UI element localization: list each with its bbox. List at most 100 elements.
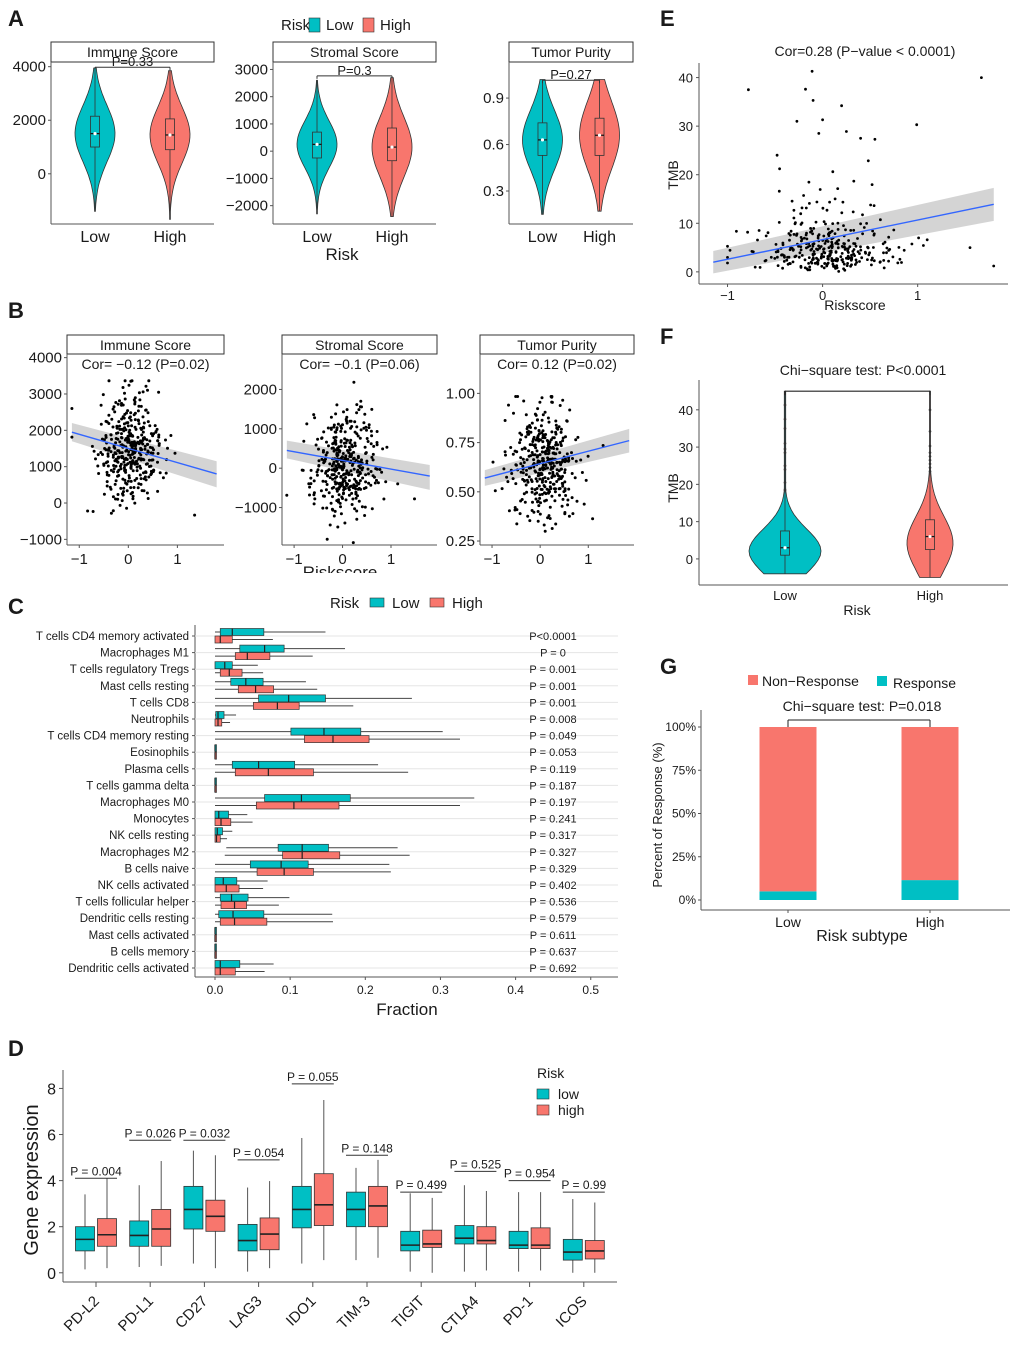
scatter-point: [800, 206, 804, 210]
x-tick-label: −1: [286, 551, 303, 568]
scatter-point: [842, 262, 846, 266]
scatter-point: [122, 466, 126, 470]
scatter-point: [135, 465, 139, 469]
box-low: [400, 1230, 421, 1252]
gene-group: PD-L1 P = 0.026: [115, 1126, 176, 1335]
x-tick-label: TIGIT: [389, 1293, 428, 1332]
correlation-annotation: Cor= −0.12 (P=0.02): [81, 356, 209, 372]
scatter-point: [573, 476, 577, 480]
scatter-point: [107, 413, 111, 417]
scatter-point: [872, 204, 876, 208]
scatter-point: [781, 253, 784, 257]
scatter-point: [146, 443, 150, 446]
scatter-point: [321, 506, 325, 510]
scatter-point: [356, 454, 360, 458]
confidence-band: [71, 423, 217, 488]
row-label: Macrophages M1: [100, 648, 189, 660]
x-tick-label: 0.3: [432, 983, 449, 997]
scatter-point: [324, 471, 328, 475]
scatter-point: [811, 244, 815, 248]
scatter-point: [322, 430, 326, 434]
x-axis-title: Risk: [325, 245, 359, 264]
scatter-point: [794, 254, 798, 258]
y-tick-label: 0: [686, 552, 693, 567]
scatter-point: [309, 482, 313, 486]
scatter-point: [844, 228, 847, 232]
scatter-point: [558, 451, 562, 455]
y-tick-label: 3000: [235, 61, 268, 78]
scatter-point: [325, 506, 329, 510]
scatter-point: [526, 514, 530, 518]
scatter-point: [146, 497, 150, 500]
facet-strip: [508, 41, 634, 63]
scatter-point: [845, 256, 848, 260]
scatter-point: [538, 477, 542, 481]
x-tick-label: High: [154, 229, 187, 246]
scatter-point: [560, 504, 564, 508]
x-axis-title: Risk subtype: [816, 928, 908, 945]
scatter-point: [564, 435, 567, 439]
scatter-point: [551, 482, 555, 486]
scatter-point: [123, 463, 127, 467]
scatter-point: [129, 379, 133, 383]
immune-cell-row: Macrophages M1 P = 0: [100, 644, 618, 660]
scatter-point: [527, 449, 531, 453]
scatter-point: [354, 492, 358, 495]
scatter-point: [332, 449, 336, 453]
bar-response-low: [759, 891, 817, 900]
scatter-point: [344, 472, 347, 476]
scatter-point: [831, 170, 835, 174]
scatter-point: [835, 264, 839, 267]
scatter-point: [540, 396, 544, 400]
y-tick-label: 4: [47, 1174, 56, 1191]
scatter-point: [103, 447, 107, 450]
y-tick-label: 0.9: [483, 90, 504, 107]
scatter-point: [529, 454, 533, 458]
scatter-point: [332, 441, 336, 445]
scatter-point: [335, 403, 339, 407]
panel-label-f: F: [660, 324, 673, 349]
y-tick-label: 10: [679, 216, 693, 231]
y-tick-label: 0.25: [446, 533, 475, 550]
scatter-point: [96, 464, 100, 468]
outlier-point: [928, 444, 932, 448]
row-pvalue: P = 0.241: [529, 814, 576, 826]
scatter-point: [116, 460, 120, 464]
scatter-point: [811, 99, 815, 102]
scatter-point: [536, 454, 540, 458]
scatter-point: [365, 428, 368, 432]
immune-cell-row: Dendritic cells activated P = 0.692: [68, 960, 618, 976]
scatter-point: [879, 218, 882, 222]
scatter-point: [326, 426, 330, 430]
scatter-point: [814, 220, 818, 224]
scatter-point: [823, 251, 827, 255]
scatter-point: [561, 484, 565, 488]
scatter-point: [550, 475, 554, 479]
x-tick-label: 0: [124, 551, 132, 568]
row-label: Eosinophils: [130, 747, 189, 759]
scatter-point: [344, 457, 348, 461]
scatter-point: [351, 445, 354, 449]
scatter-point: [125, 489, 129, 493]
scatter-point: [897, 246, 901, 249]
scatter-point: [859, 248, 863, 252]
scatter-point: [129, 418, 133, 422]
scatter-point: [531, 440, 535, 443]
y-tick-label: 1000: [29, 459, 62, 476]
row-label: Neutrophils: [131, 714, 189, 726]
scatter-point: [105, 473, 109, 477]
scatter-point: [900, 261, 903, 264]
facet-title: Immune Score: [87, 44, 178, 60]
scatter-point: [359, 487, 363, 491]
facet-strip: [272, 41, 437, 63]
scatter-point: [882, 259, 886, 262]
x-tick-label: TIM-3: [334, 1293, 374, 1333]
scatter-point: [546, 448, 550, 452]
scatter-point: [525, 478, 529, 482]
scatter-point: [146, 449, 150, 453]
scatter-point: [756, 238, 759, 242]
scatter-point: [325, 451, 329, 455]
scatter-point: [375, 441, 379, 444]
scatter-point: [136, 486, 140, 490]
scatter-point: [807, 262, 810, 265]
